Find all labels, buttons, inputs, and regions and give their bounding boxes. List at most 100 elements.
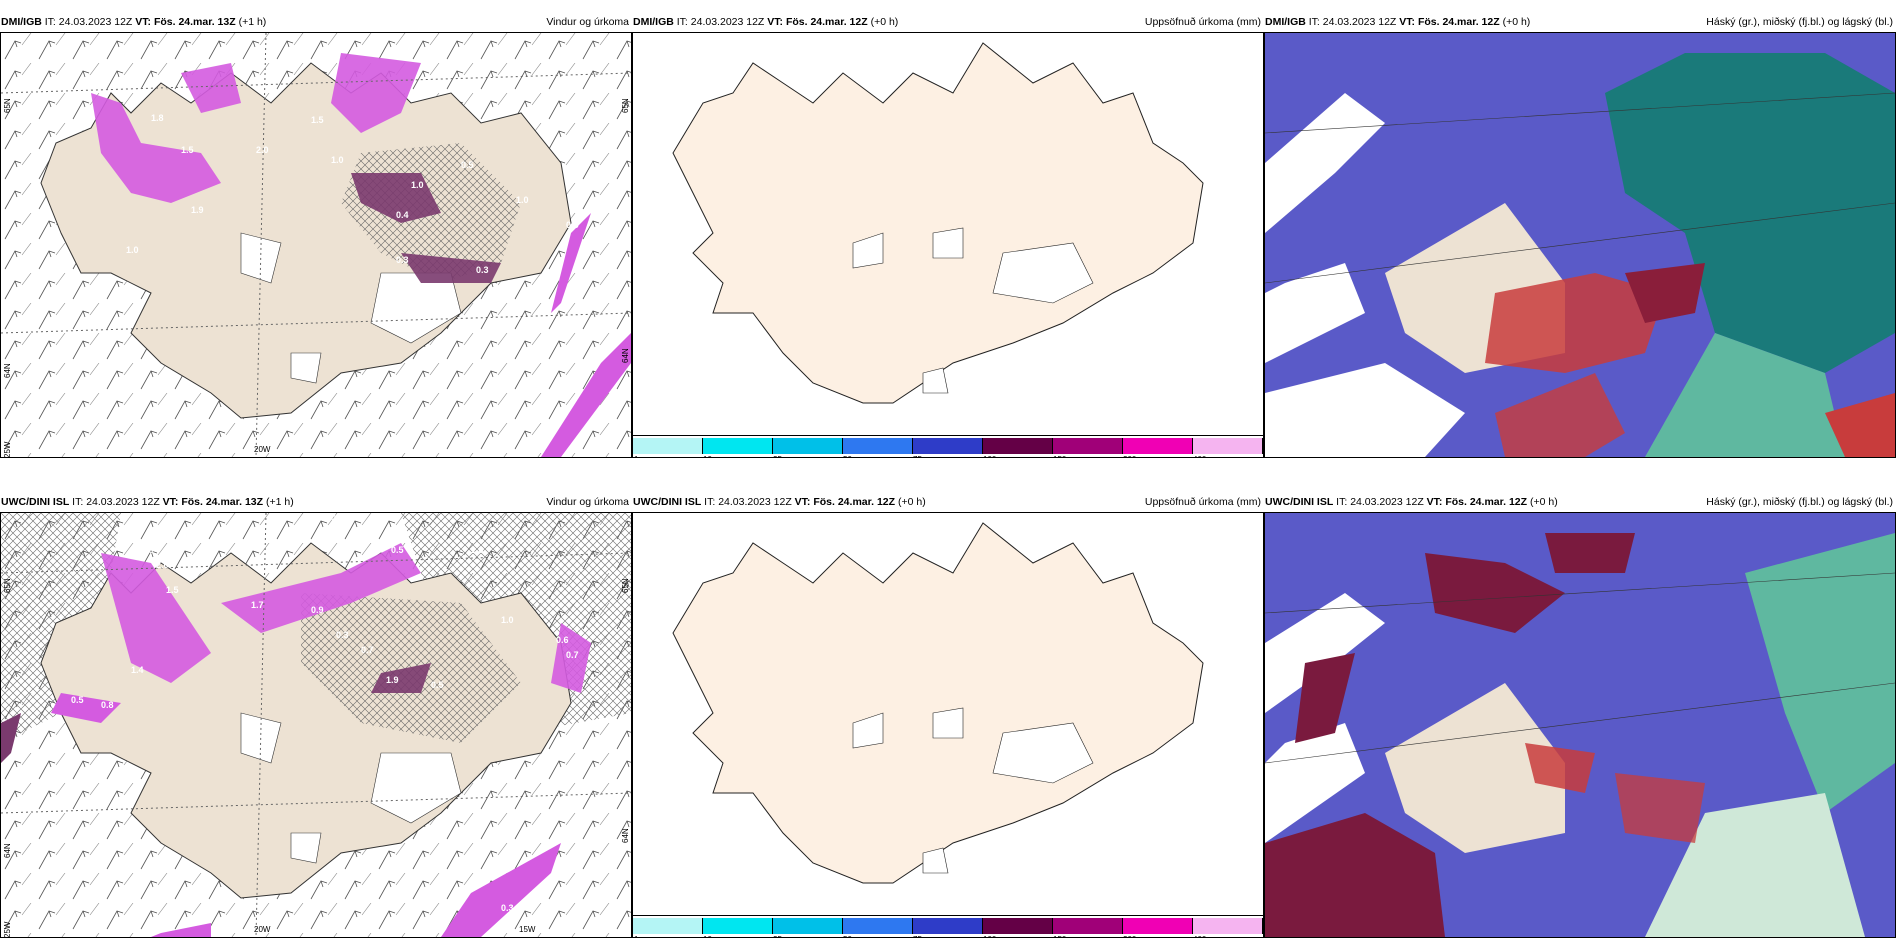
it-label: IT:	[72, 496, 84, 508]
panel-title: Háský (gr.), miðský (fj.bl.) og lágský (…	[1706, 16, 1893, 28]
colorbar-tick: 75	[913, 455, 922, 457]
lon-label: 25W	[3, 441, 12, 458]
lat-label: 64N	[621, 348, 630, 363]
precip-label: 0.3	[501, 903, 514, 913]
colorbar-segment	[1053, 918, 1123, 934]
colorbar-tick: 25	[773, 935, 782, 937]
colorbar-tick: 150	[1053, 455, 1066, 457]
colorbar-tick: 400	[1193, 935, 1206, 937]
precip-label: 1.9	[386, 675, 399, 685]
precip-label: 0.3	[476, 265, 489, 275]
precip-label: 0.3	[331, 513, 344, 523]
colorbar-segment	[983, 918, 1053, 934]
lead-time: (+0 h)	[1529, 496, 1558, 508]
lat-label: 64N	[3, 363, 12, 378]
colorbar-segment	[1053, 438, 1123, 454]
precip-label: 1.5	[311, 115, 324, 125]
cloud-panel-bottom: UWC/DINI ISL IT: 24.03.2023 12Z VT: Fös.…	[1264, 492, 1896, 938]
vt-value: Fös. 24.mar. 12Z	[1445, 496, 1528, 508]
model-name: DMI/IGB	[1265, 16, 1306, 28]
precip-label: 0.5	[391, 545, 404, 555]
colorbar-tick: 100	[983, 455, 996, 457]
colorbar-tick: 100	[983, 935, 996, 937]
wind-map: 1.8 1.5 2.0 1.5 1.9 1.0 0.5 0.4 1.0 0.5 …	[0, 32, 632, 458]
panel-title: Uppsöfnuð úrkoma (mm)	[1144, 16, 1261, 28]
precip-label: 0.7	[361, 645, 374, 655]
it-label: IT:	[704, 496, 716, 508]
panel-title: Vindur og úrkoma	[546, 16, 629, 28]
vt-label: VT:	[1399, 16, 1416, 28]
colorbar-segment	[843, 918, 913, 934]
lat-label: 65N	[621, 98, 630, 113]
panel-header: DMI/IGB IT: 24.03.2023 12Z VT: Fös. 24.m…	[632, 12, 1264, 32]
cloud-map-svg	[1265, 513, 1895, 937]
colorbar-tick: 1	[634, 935, 638, 937]
vt-label: VT:	[135, 16, 152, 28]
panel-header: DMI/IGB IT: 24.03.2023 12Z VT: Fös. 24.m…	[1264, 12, 1896, 32]
vt-label: VT:	[794, 496, 811, 508]
model-name: UWC/DINI ISL	[633, 496, 702, 508]
precip-label: 0.5	[461, 160, 474, 170]
colorbar-segment	[1123, 918, 1193, 934]
precip-label: 1.0	[516, 195, 529, 205]
precip-label: 2.0	[256, 145, 269, 155]
precip-label: 1.0	[126, 245, 139, 255]
precip-label: 1.7	[251, 600, 264, 610]
colorbar-segment	[633, 438, 703, 454]
cloud-panel-top: DMI/IGB IT: 24.03.2023 12Z VT: Fös. 24.m…	[1264, 12, 1896, 458]
precip-label: 1.5	[181, 145, 194, 155]
iceland-land	[672, 522, 1204, 884]
precip-label: 0.5	[421, 80, 434, 90]
precip-label: 1.0	[411, 180, 424, 190]
vt-label: VT:	[767, 16, 784, 28]
precip-label: 0.5	[566, 220, 579, 230]
colorbar-tick: 10	[703, 935, 712, 937]
it-value: 24.03.2023 12Z	[1322, 16, 1397, 28]
precip-label: 1.8	[151, 113, 164, 123]
colorbar-tick: 25	[773, 455, 782, 457]
precip-label: 0.6	[556, 635, 569, 645]
lat-label: 65N	[3, 578, 12, 593]
cloud-map	[1264, 512, 1896, 938]
wind-map-svg: 1.8 1.5 2.0 1.5 1.9 1.0 0.5 0.4 1.0 0.5 …	[1, 33, 631, 457]
colorbar-segment	[633, 918, 703, 934]
colorbar-segment	[1193, 438, 1263, 454]
it-value: 24.03.2023 12Z	[1350, 496, 1424, 508]
colorbar-segment	[913, 918, 983, 934]
colorbar-segment	[703, 918, 773, 934]
lat-label: 65N	[3, 98, 12, 113]
precip-label: 0.5	[71, 695, 84, 705]
colorbar-segment	[843, 438, 913, 454]
wind-map: 0.3 1.0 2.0 1.5 1.7 0.9 0.5 1.0 0.7 0.3 …	[0, 512, 632, 938]
precip-label: 0.3	[396, 255, 409, 265]
lead-time: (+1 h)	[265, 496, 294, 508]
panel-header: DMI/IGB IT: 24.03.2023 12Z VT: Fös. 24.m…	[0, 12, 632, 32]
it-label: IT:	[44, 16, 56, 28]
lon-label: 20W	[254, 445, 271, 454]
lead-time: (+0 h)	[1502, 16, 1531, 28]
colorbar-tick: 200	[1123, 455, 1136, 457]
colorbar-tick: 400	[1193, 455, 1206, 457]
precip-label: 0.5	[431, 680, 444, 690]
lead-time: (+0 h)	[870, 16, 899, 28]
panel-header: UWC/DINI ISL IT: 24.03.2023 12Z VT: Fös.…	[1264, 492, 1896, 512]
vt-value: Fös. 24.mar. 12Z	[785, 16, 868, 28]
wind-map-svg: 0.3 1.0 2.0 1.5 1.7 0.9 0.5 1.0 0.7 0.3 …	[1, 513, 631, 937]
colorbar-tick: 50	[843, 455, 852, 457]
model-name: DMI/IGB	[1, 16, 42, 28]
precip-colorbar	[633, 435, 1263, 456]
precip-panel-bottom: UWC/DINI ISL IT: 24.03.2023 12Z VT: Fös.…	[632, 492, 1264, 938]
it-value: 24.03.2023 12Z	[58, 16, 133, 28]
precip-label: 1.0	[331, 155, 344, 165]
model-name: UWC/DINI ISL	[1, 496, 70, 508]
wind-panel-top: DMI/IGB IT: 24.03.2023 12Z VT: Fös. 24.m…	[0, 12, 632, 458]
iceland-land	[672, 42, 1204, 404]
vt-value: Fös. 24.mar. 12Z	[1417, 16, 1500, 28]
colorbar-segment	[983, 438, 1053, 454]
model-name: DMI/IGB	[633, 16, 674, 28]
precip-label: 0.9	[311, 605, 324, 615]
vt-value: Fös. 24.mar. 13Z	[153, 16, 236, 28]
it-label: IT:	[1336, 496, 1348, 508]
precip-label: 2.0	[156, 560, 169, 570]
precip-map: 1 10 25 50 75 100 150 200 400	[632, 512, 1264, 938]
